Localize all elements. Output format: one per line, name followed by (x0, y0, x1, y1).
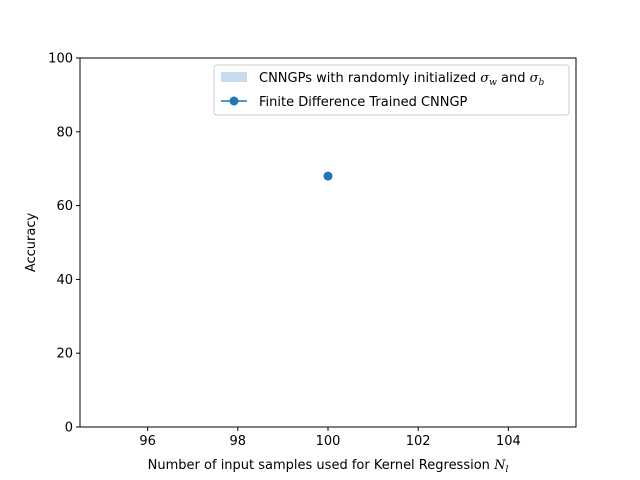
legend: CNNGPs with randomly initialized σw and … (213, 64, 570, 116)
data-marks (323, 171, 333, 181)
x-tick-label: 96 (139, 434, 156, 449)
x-axis-label: Number of input samples used for Kernel … (148, 458, 509, 475)
x-axis-label-symbol: N (493, 458, 506, 473)
x-axis-label-subscript: l (505, 465, 508, 475)
legend-swatch-marker (229, 96, 239, 106)
legend-label-line: Finite Difference Trained CNNGP (259, 95, 468, 110)
y-axis: 0 20 40 60 80 100 (48, 52, 80, 436)
plot-area (80, 58, 576, 427)
data-point (323, 171, 333, 181)
y-tick-label: 60 (56, 199, 73, 214)
x-tick-label: 102 (406, 434, 431, 449)
x-axis-label-text: Number of input samples used for Kernel … (148, 458, 490, 473)
y-axis-label: Accuracy (24, 213, 39, 273)
y-tick-label: 40 (56, 273, 73, 288)
legend-box (213, 64, 570, 116)
y-tick-label: 20 (56, 347, 73, 362)
legend-swatch-band (221, 72, 247, 82)
y-tick-label: 100 (48, 52, 73, 67)
legend-label-band: CNNGPs with randomly initialized σw and … (259, 71, 544, 88)
x-tick-label: 100 (316, 434, 341, 449)
y-tick-label: 80 (56, 125, 73, 140)
x-tick-label: 98 (230, 434, 247, 449)
y-tick-label: 0 (65, 421, 73, 436)
plot-frame (79, 57, 577, 428)
x-tick-label: 104 (496, 434, 521, 449)
x-axis: 96 98 100 102 104 (139, 427, 521, 449)
